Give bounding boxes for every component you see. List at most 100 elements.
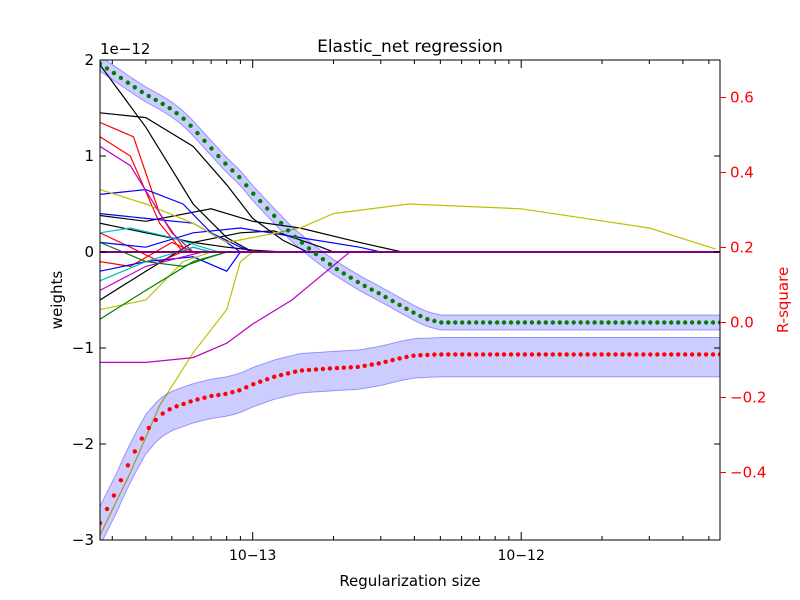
r-square-marker-0-80 (655, 320, 660, 325)
y-right-tick-label-0: 0.6 (730, 89, 754, 107)
r-square-marker-0-67 (564, 320, 569, 325)
r-square-marker-1-55 (480, 352, 486, 357)
y-right-tick-label-5: −0.4 (730, 464, 766, 482)
r-square-marker-1-83 (676, 352, 681, 357)
r-square-marker-0-57 (494, 320, 500, 325)
r-square-marker-0-49 (439, 320, 444, 325)
r-square-marker-0-3 (118, 75, 124, 81)
r-square-marker-0-89 (717, 320, 720, 325)
r-square-marker-1-34 (334, 365, 340, 371)
r-square-marker-0-60 (515, 320, 521, 325)
r-square-marker-1-77 (634, 352, 639, 357)
r-square-marker-1-56 (487, 352, 493, 357)
r-square-marker-0-82 (669, 320, 674, 325)
r-square-marker-1-49 (439, 352, 444, 357)
r-square-marker-1-72 (599, 352, 604, 357)
r-square-marker-1-71 (592, 352, 597, 357)
x-axis-label: Regularization size (339, 572, 480, 590)
r-square-marker-0-79 (648, 320, 653, 325)
r-square-marker-0-51 (453, 320, 458, 325)
r-square-band-0 (100, 60, 720, 331)
r-square-marker-1-54 (474, 352, 479, 357)
r-square-marker-1-57 (494, 352, 500, 357)
r-square-marker-1-79 (648, 352, 653, 357)
r-square-marker-1-58 (501, 352, 507, 357)
r-square-marker-1-36 (348, 365, 353, 370)
r-square-layer (100, 60, 720, 540)
r-square-marker-0-65 (550, 320, 555, 325)
r-square-marker-1-85 (689, 352, 695, 357)
r-square-marker-0-27 (285, 228, 291, 233)
y-left-tick-label-1: 1 (84, 147, 94, 165)
r-square-marker-1-87 (703, 352, 709, 357)
r-square-marker-0-13 (188, 123, 193, 128)
r-square-marker-1-73 (606, 352, 611, 357)
r-square-marker-0-75 (620, 320, 625, 325)
r-square-marker-0-83 (676, 320, 681, 325)
r-square-marker-1-4 (125, 463, 131, 468)
r-square-band-1 (100, 337, 720, 540)
r-square-marker-1-68 (571, 352, 576, 357)
r-square-marker-1-61 (522, 352, 528, 357)
r-square-marker-0-62 (529, 320, 535, 325)
r-square-marker-1-5 (132, 449, 137, 454)
y-left-tick-label-4: −2 (72, 435, 94, 453)
r-square-marker-0-71 (592, 320, 597, 325)
r-square-marker-1-66 (557, 352, 562, 357)
r-square-marker-1-9 (160, 411, 165, 416)
plot-area (100, 60, 720, 540)
r-square-marker-1-42 (390, 357, 395, 363)
r-square-marker-0-9 (160, 101, 165, 107)
r-square-marker-0-70 (585, 320, 590, 325)
r-square-marker-1-29 (299, 368, 305, 373)
r-square-marker-1-17 (216, 392, 221, 398)
r-square-marker-1-33 (327, 366, 333, 371)
r-square-marker-0-63 (536, 320, 542, 325)
y-right-tick-label-3: 0.0 (730, 314, 754, 332)
r-square-marker-1-76 (627, 352, 632, 357)
r-square-marker-1-31 (313, 367, 319, 372)
r-square-marker-0-33 (327, 262, 333, 267)
r-square-marker-1-1 (104, 506, 110, 512)
r-square-marker-1-60 (515, 352, 521, 357)
r-square-marker-1-37 (355, 364, 360, 370)
r-square-marker-0-20 (237, 174, 242, 180)
r-square-marker-0-16 (209, 146, 214, 151)
r-square-marker-0-55 (480, 320, 486, 325)
r-square-marker-0-40 (376, 291, 381, 296)
r-square-marker-1-3 (118, 478, 124, 483)
r-square-marker-0-87 (703, 320, 709, 325)
r-square-marker-0-44 (404, 306, 409, 311)
r-square-marker-0-78 (641, 320, 646, 325)
r-square-marker-0-5 (132, 85, 137, 90)
r-square-marker-0-54 (474, 320, 479, 325)
r-square-marker-0-8 (153, 97, 158, 103)
r-square-marker-1-44 (404, 354, 409, 360)
r-square-marker-1-81 (662, 352, 667, 357)
r-square-marker-0-18 (223, 161, 228, 166)
r-square-marker-1-6 (139, 436, 144, 441)
r-square-marker-0-29 (299, 240, 305, 245)
y-axis-label-right: R-square (774, 267, 792, 333)
r-square-marker-0-50 (446, 320, 451, 325)
r-square-marker-1-2 (111, 493, 117, 498)
r-square-marker-0-81 (662, 320, 667, 325)
r-square-marker-1-18 (223, 391, 228, 397)
r-square-marker-1-19 (230, 390, 235, 395)
r-square-marker-0-17 (216, 153, 221, 159)
r-square-marker-0-56 (487, 320, 493, 325)
r-square-marker-1-27 (285, 371, 291, 376)
r-square-marker-0-25 (272, 213, 277, 218)
r-square-marker-0-28 (292, 234, 298, 240)
r-square-marker-1-62 (529, 352, 535, 357)
r-square-marker-1-8 (153, 417, 158, 423)
r-square-marker-1-47 (425, 352, 430, 358)
r-square-marker-0-39 (369, 287, 374, 292)
r-square-marker-0-24 (265, 206, 270, 211)
r-square-marker-0-38 (362, 283, 367, 289)
r-square-marker-1-80 (655, 352, 660, 357)
r-square-marker-0-6 (139, 89, 144, 95)
r-square-marker-1-50 (446, 352, 451, 357)
